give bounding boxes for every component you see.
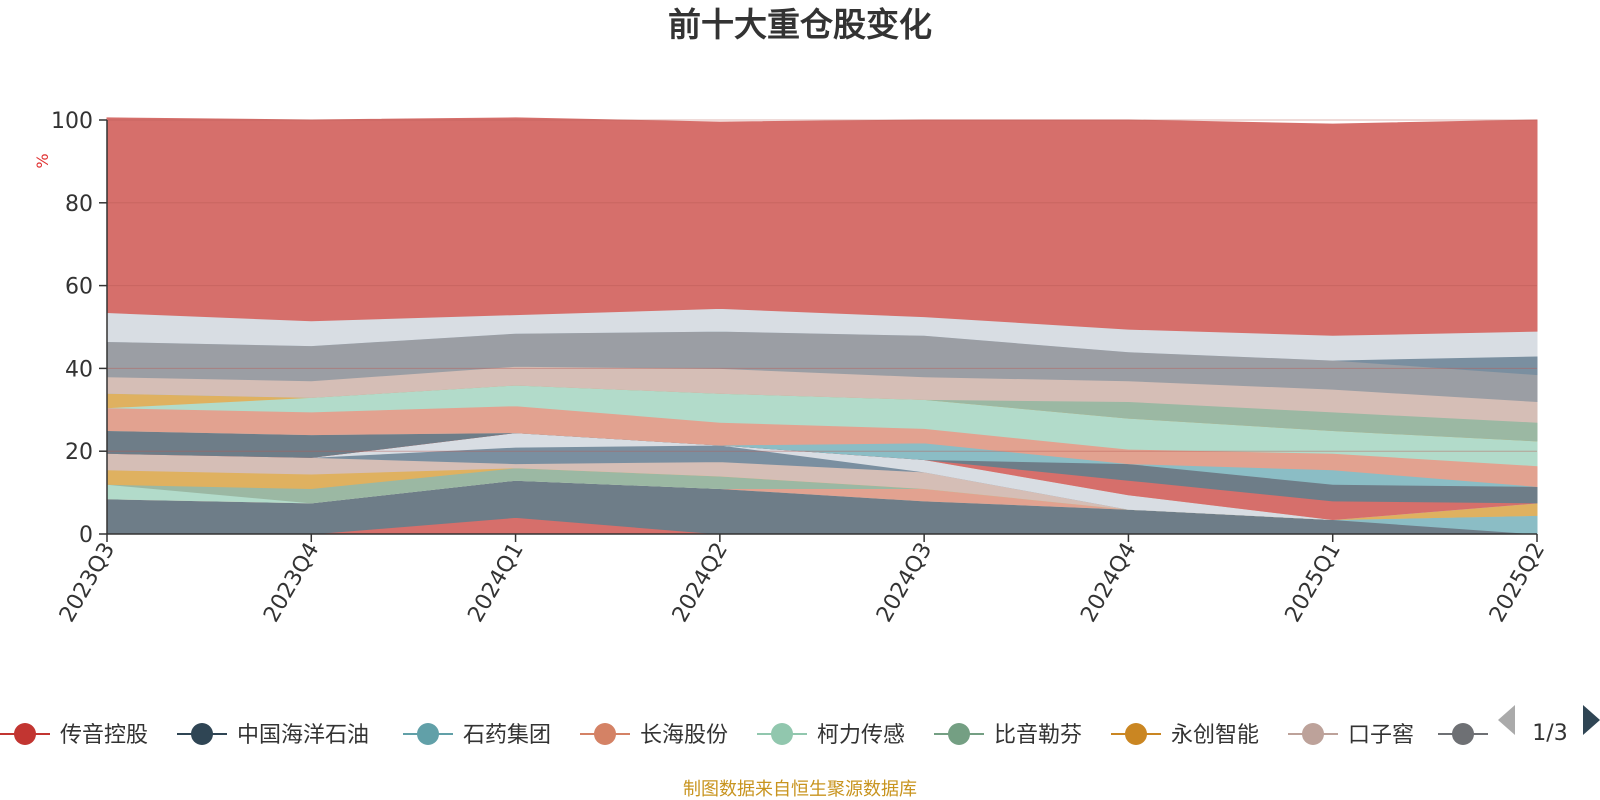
legend-label: 口子窖 [1348,723,1414,748]
x-tick-label: 2024Q3 [872,539,937,627]
legend-item[interactable] [1438,723,1488,745]
data-source-note: 制图数据来自恒生聚源数据库 [683,779,917,800]
legend-prev-page-icon[interactable] [1498,705,1515,735]
legend-item[interactable]: 永创智能 [1111,723,1259,748]
legend-circle-icon [14,723,36,745]
legend-next-page-icon[interactable] [1583,705,1600,735]
legend-circle-icon [948,723,970,745]
area-series-23 [106,117,1538,336]
legend-label: 中国海洋石油 [237,723,369,748]
legend-circle-icon [1125,723,1147,745]
x-tick-label: 2024Q4 [1076,539,1141,627]
legend-circle-icon [594,723,616,745]
legend-circle-icon [417,723,439,745]
legend-item[interactable]: 口子窖 [1288,723,1414,748]
legend-circle-icon [191,723,213,745]
legend-circle-icon [1452,723,1474,745]
area-series-group [106,117,1538,535]
legend: 传音控股 中国海洋石油 石药集团 长海股份 柯力传感 比音勒芬 永创智能 口子窖 [0,723,1488,748]
y-axis-unit: % [33,153,52,168]
legend-item[interactable]: 中国海洋石油 [177,723,369,748]
y-tick-label: 0 [79,523,93,548]
legend-item[interactable]: 比音勒芬 [934,723,1082,748]
chart-title: 前十大重仓股变化 [668,5,932,44]
legend-page-indicator: 1/3 [1532,721,1567,746]
grid-lines [107,119,1537,452]
legend-pager: 1/3 [1498,705,1600,746]
x-tick-label: 2023Q4 [259,539,324,627]
x-tick-label: 2024Q1 [463,539,528,627]
legend-item[interactable]: 柯力传感 [757,723,905,748]
x-tick-label: 2025Q2 [1485,539,1550,627]
x-tick-label: 2025Q1 [1281,539,1346,627]
legend-label: 永创智能 [1171,723,1259,748]
legend-label: 传音控股 [60,723,148,748]
legend-item[interactable]: 长海股份 [580,723,728,748]
y-tick-label: 60 [65,275,93,300]
y-tick-label: 40 [65,357,93,382]
x-tick-label: 2023Q3 [55,539,120,627]
legend-circle-icon [771,723,793,745]
legend-label: 柯力传感 [817,723,905,748]
legend-item[interactable]: 传音控股 [0,723,148,748]
legend-item[interactable]: 石药集团 [403,723,551,748]
y-tick-label: 80 [65,192,93,217]
legend-label: 长海股份 [640,723,728,748]
y-tick-label: 100 [51,109,93,134]
legend-label: 比音勒芬 [994,723,1082,748]
x-tick-label: 2024Q2 [668,539,733,627]
legend-circle-icon [1302,723,1324,745]
legend-label: 石药集团 [463,723,551,748]
y-tick-label: 20 [65,440,93,465]
